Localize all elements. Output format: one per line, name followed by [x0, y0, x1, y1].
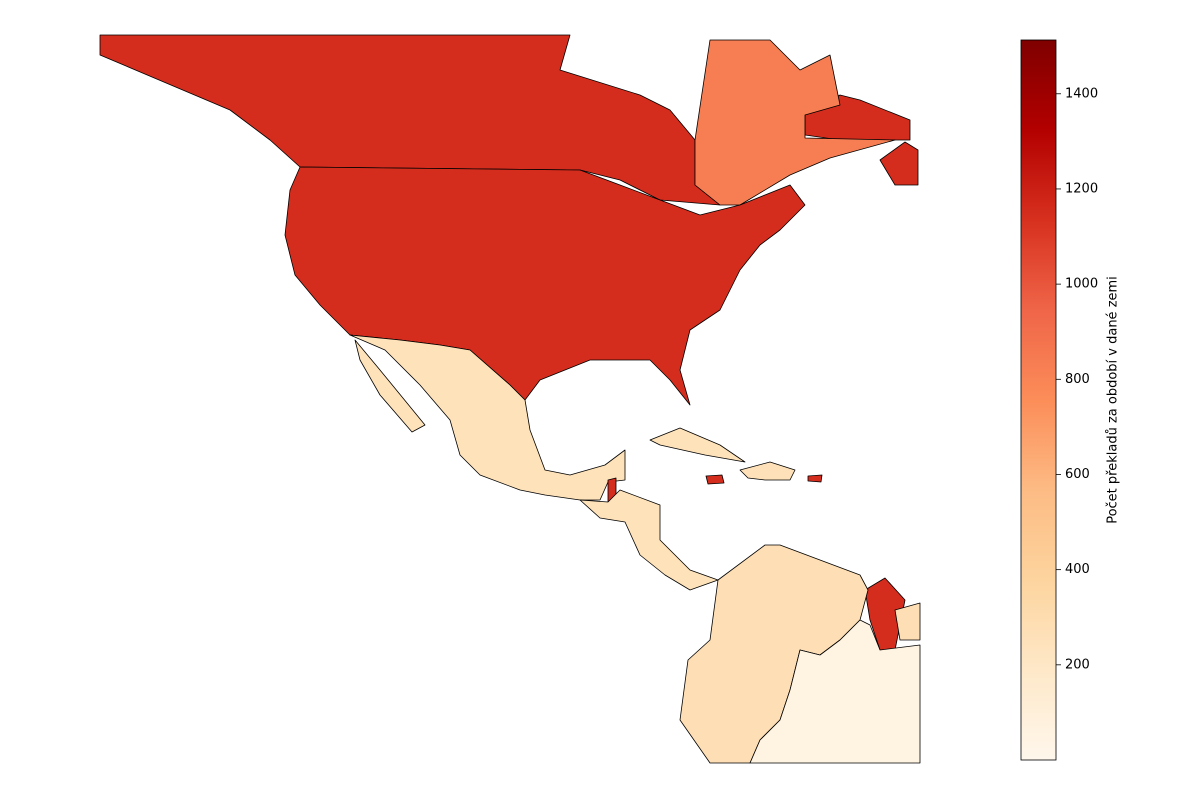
region — [354, 339, 426, 433]
region — [807, 474, 823, 483]
colorbar-tick-label: 1200 — [1065, 181, 1098, 196]
region — [705, 474, 725, 485]
colorbar-tick-label: 600 — [1065, 467, 1090, 482]
colorbar-tick-label: 1000 — [1065, 277, 1098, 292]
colorbar-label: Počet překladů za období v dané zemi — [1106, 276, 1121, 524]
region — [649, 427, 746, 463]
colorbar-tick-label: 200 — [1065, 657, 1090, 672]
region — [749, 619, 921, 764]
colorbar-tick-label: 800 — [1065, 372, 1090, 387]
region — [579, 489, 719, 591]
region — [284, 166, 806, 406]
colorbar — [1020, 39, 1057, 761]
colorbar-tick-label: 1400 — [1065, 86, 1098, 101]
region — [879, 141, 919, 186]
region — [99, 34, 721, 206]
region — [894, 602, 921, 641]
region — [349, 334, 626, 501]
colorbar-tick-label: 400 — [1065, 562, 1090, 577]
region — [739, 461, 796, 481]
region — [694, 39, 896, 206]
regions — [99, 34, 921, 764]
